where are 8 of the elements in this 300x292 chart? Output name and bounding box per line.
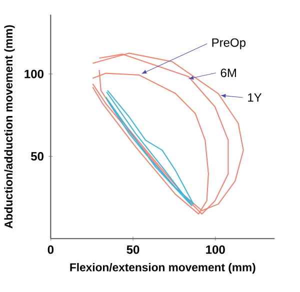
x-tick-label: 50 — [126, 245, 140, 254]
y-axis-title: Abduction/adduction movement (mm) — [4, 25, 15, 228]
x-axis-title: Flexion/extension movement (mm) — [70, 263, 256, 274]
annotation: 1Y — [248, 93, 262, 102]
x-tick-label: 100 — [206, 245, 225, 254]
x-tick-label: 0 — [48, 245, 54, 254]
annotation: PreOp — [212, 38, 246, 50]
annotation: 6M — [220, 68, 236, 78]
